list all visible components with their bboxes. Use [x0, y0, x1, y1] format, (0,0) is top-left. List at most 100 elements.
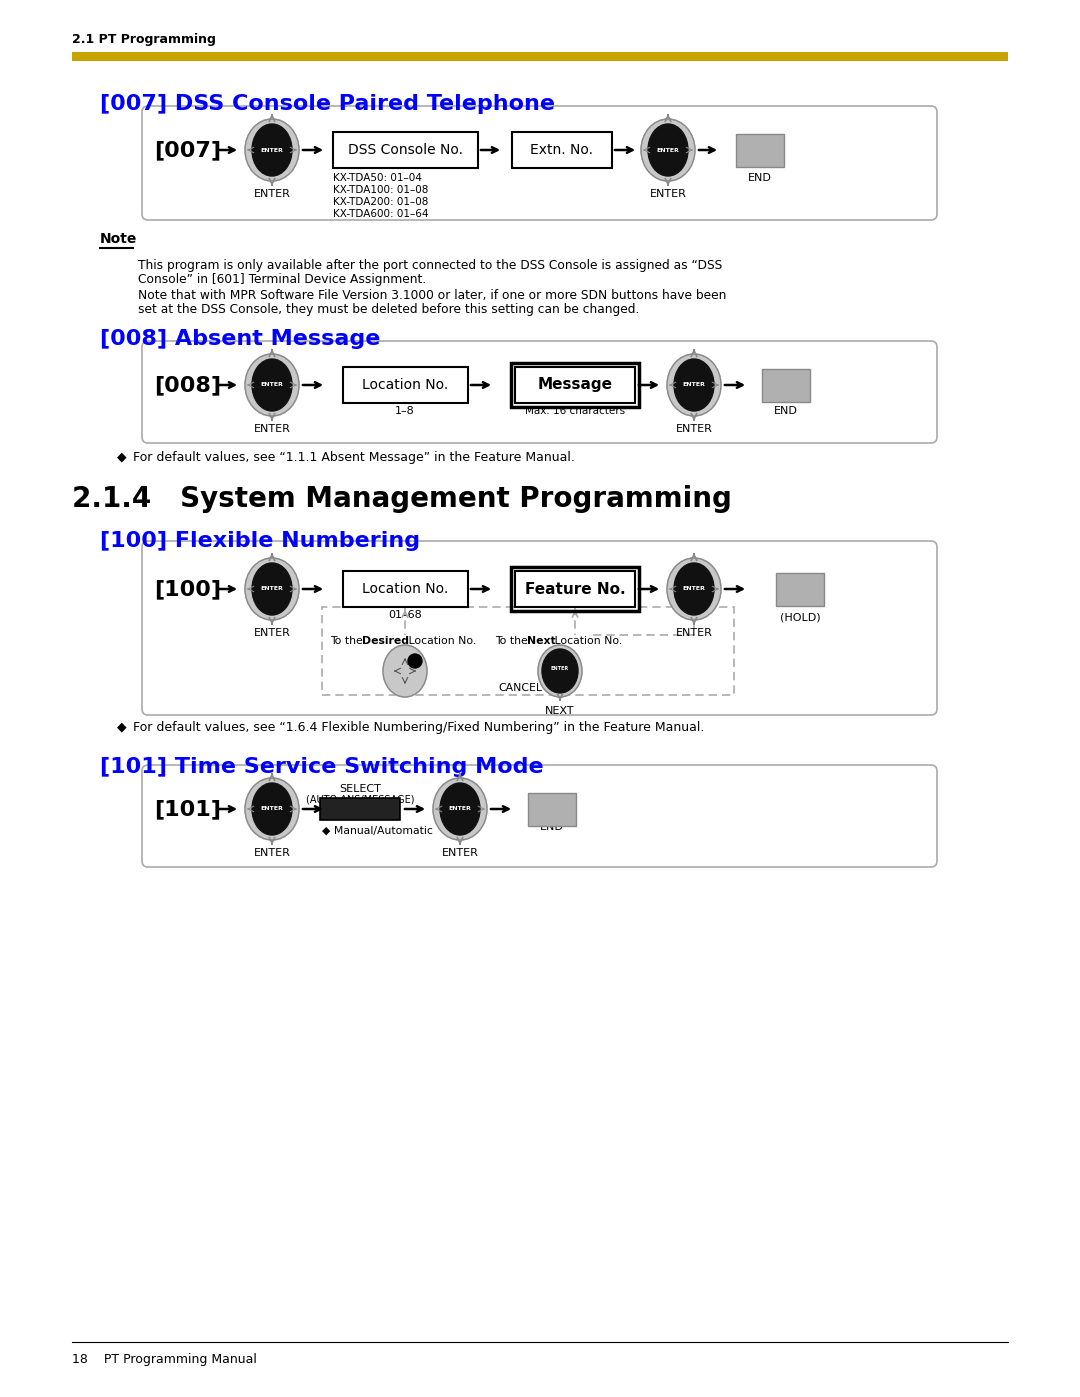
FancyBboxPatch shape [515, 367, 635, 402]
Text: 2.1 PT Programming: 2.1 PT Programming [72, 32, 216, 46]
Text: ENTER: ENTER [254, 189, 291, 198]
Text: ENTER: ENTER [657, 148, 679, 152]
Text: KX-TDA50: 01–04: KX-TDA50: 01–04 [333, 173, 422, 183]
Text: Next: Next [527, 636, 555, 645]
Text: Extn. No.: Extn. No. [530, 142, 594, 156]
Text: To the: To the [330, 636, 366, 645]
Text: ◆: ◆ [117, 450, 126, 464]
Text: Max. 16 characters: Max. 16 characters [525, 407, 625, 416]
Text: For default values, see “1.6.4 Flexible Numbering/Fixed Numbering” in the Featur: For default values, see “1.6.4 Flexible … [133, 721, 704, 733]
FancyBboxPatch shape [735, 134, 784, 166]
Text: To the: To the [495, 636, 531, 645]
Text: ENTER: ENTER [254, 629, 291, 638]
Ellipse shape [252, 359, 292, 411]
Text: Note: Note [100, 232, 137, 246]
Ellipse shape [674, 563, 714, 615]
FancyBboxPatch shape [72, 52, 1008, 61]
FancyBboxPatch shape [141, 341, 937, 443]
Text: [007]: [007] [154, 140, 221, 161]
FancyBboxPatch shape [515, 571, 635, 608]
Text: ENTER: ENTER [254, 848, 291, 858]
Text: Note that with MPR Software File Version 3.1000 or later, if one or more SDN but: Note that with MPR Software File Version… [138, 289, 727, 302]
Text: ENTER: ENTER [676, 425, 713, 434]
Text: 01–68: 01–68 [388, 610, 422, 620]
Ellipse shape [245, 119, 299, 182]
Text: DSS Console No.: DSS Console No. [348, 142, 462, 156]
Text: Location No.: Location No. [362, 583, 448, 597]
Ellipse shape [667, 353, 721, 416]
Ellipse shape [440, 782, 480, 835]
Text: CANCEL: CANCEL [498, 683, 542, 693]
Text: KX-TDA100: 01–08: KX-TDA100: 01–08 [333, 184, 429, 196]
Text: [101] Time Service Switching Mode: [101] Time Service Switching Mode [100, 757, 543, 777]
Text: ◆ Manual/Automatic: ◆ Manual/Automatic [322, 826, 433, 835]
Ellipse shape [667, 557, 721, 620]
Text: ENTER: ENTER [551, 666, 569, 672]
Ellipse shape [642, 119, 696, 182]
Text: ENTER: ENTER [260, 806, 283, 812]
FancyBboxPatch shape [512, 131, 612, 168]
FancyBboxPatch shape [528, 792, 576, 826]
Text: This program is only available after the port connected to the DSS Console is as: This program is only available after the… [138, 258, 723, 271]
Text: END: END [540, 821, 564, 833]
Text: For default values, see “1.1.1 Absent Message” in the Feature Manual.: For default values, see “1.1.1 Absent Me… [133, 450, 575, 464]
Text: END: END [748, 173, 772, 183]
Ellipse shape [387, 650, 423, 693]
Text: KX-TDA200: 01–08: KX-TDA200: 01–08 [333, 197, 429, 207]
Text: ENTER: ENTER [683, 587, 705, 591]
FancyBboxPatch shape [762, 369, 810, 401]
Text: [007] DSS Console Paired Telephone: [007] DSS Console Paired Telephone [100, 94, 555, 115]
Text: 1–8: 1–8 [395, 407, 415, 416]
FancyBboxPatch shape [342, 367, 468, 402]
Text: (HOLD): (HOLD) [780, 612, 821, 622]
FancyBboxPatch shape [777, 573, 824, 605]
Ellipse shape [542, 650, 578, 693]
FancyBboxPatch shape [141, 106, 937, 219]
Text: Location No.: Location No. [405, 636, 476, 645]
Text: [101]: [101] [154, 799, 221, 819]
Text: ENTER: ENTER [676, 629, 713, 638]
Text: Location No.: Location No. [362, 379, 448, 393]
FancyBboxPatch shape [333, 131, 477, 168]
Text: 18    PT Programming Manual: 18 PT Programming Manual [72, 1352, 257, 1365]
Text: KX-TDA600: 01–64: KX-TDA600: 01–64 [333, 210, 429, 219]
Text: ENTER: ENTER [260, 148, 283, 152]
Ellipse shape [674, 359, 714, 411]
Text: ENTER: ENTER [254, 425, 291, 434]
Text: Desired: Desired [362, 636, 409, 645]
FancyBboxPatch shape [320, 798, 400, 820]
Circle shape [408, 654, 422, 668]
Text: SELECT: SELECT [339, 784, 381, 793]
Text: ENTER: ENTER [260, 383, 283, 387]
Ellipse shape [245, 778, 299, 840]
Text: [100] Flexible Numbering: [100] Flexible Numbering [100, 531, 420, 550]
Text: [008]: [008] [154, 374, 221, 395]
Text: Feature No.: Feature No. [525, 581, 625, 597]
Ellipse shape [245, 353, 299, 416]
Ellipse shape [252, 782, 292, 835]
Text: Location No.: Location No. [551, 636, 622, 645]
Text: ENTER: ENTER [649, 189, 687, 198]
Ellipse shape [245, 557, 299, 620]
Text: ENTER: ENTER [683, 383, 705, 387]
Text: [100]: [100] [154, 578, 221, 599]
Text: [008] Absent Message: [008] Absent Message [100, 330, 380, 349]
Text: ENTER: ENTER [448, 806, 472, 812]
Ellipse shape [252, 124, 292, 176]
Ellipse shape [252, 563, 292, 615]
Ellipse shape [648, 124, 688, 176]
Text: (AUTO ANS/MESSAGE): (AUTO ANS/MESSAGE) [306, 795, 415, 805]
FancyBboxPatch shape [342, 571, 468, 608]
Text: 2.1.4   System Management Programming: 2.1.4 System Management Programming [72, 485, 732, 513]
Ellipse shape [538, 645, 582, 697]
Ellipse shape [383, 645, 427, 697]
FancyBboxPatch shape [141, 541, 937, 715]
Text: ◆: ◆ [117, 721, 126, 733]
Text: NEXT: NEXT [545, 705, 575, 717]
Text: Message: Message [538, 377, 612, 393]
FancyBboxPatch shape [141, 766, 937, 868]
Text: ENTER: ENTER [260, 587, 283, 591]
Text: END: END [774, 407, 798, 416]
Text: END: END [788, 598, 812, 608]
Text: Console” in [601] Terminal Device Assignment.: Console” in [601] Terminal Device Assign… [138, 274, 427, 286]
